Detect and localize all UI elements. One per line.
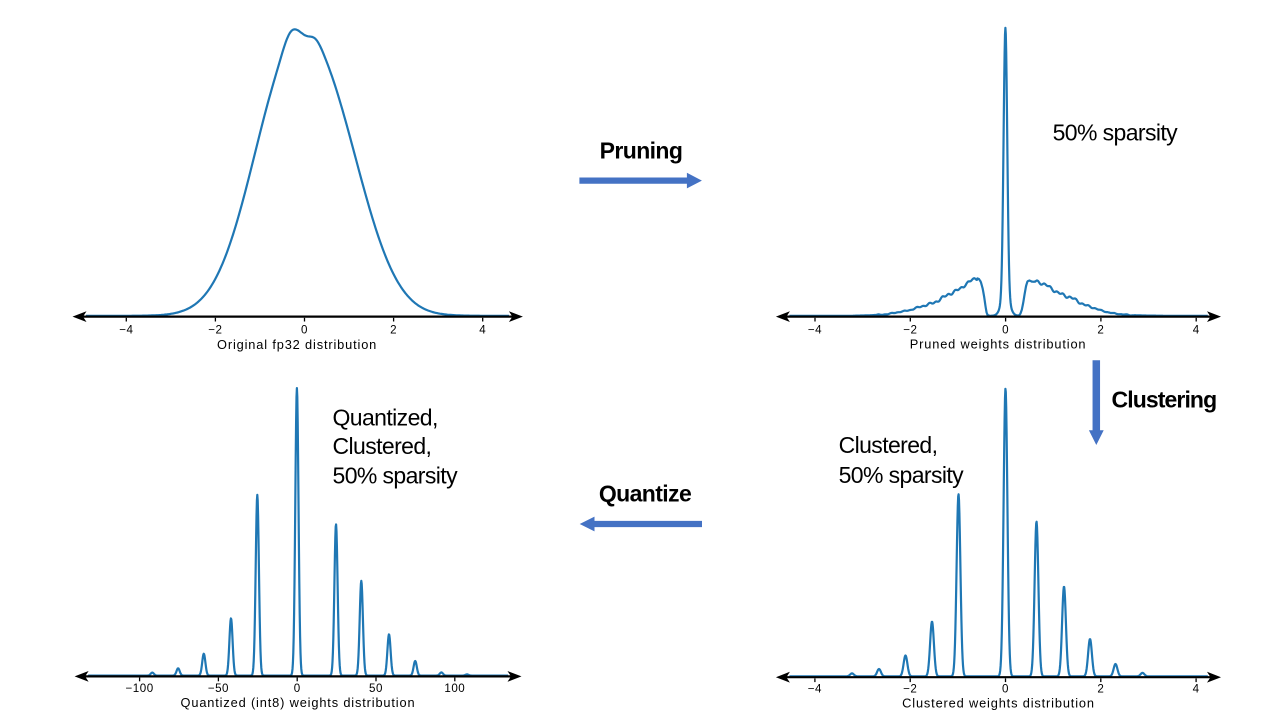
svg-text:Quantized (int8) weights distr: Quantized (int8) weights distribution (181, 695, 416, 710)
svg-text:0: 0 (294, 682, 301, 695)
svg-text:−4: −4 (119, 324, 133, 337)
svg-text:2: 2 (1097, 682, 1104, 695)
svg-text:0: 0 (1002, 682, 1009, 695)
svg-text:Original fp32 distribution: Original fp32 distribution (217, 337, 377, 352)
svg-text:4: 4 (1193, 682, 1200, 695)
svg-text:−50: −50 (208, 682, 229, 695)
svg-text:2: 2 (1097, 324, 1104, 337)
svg-text:Clustered,: Clustered, (839, 432, 938, 458)
svg-text:Pruned weights distribution: Pruned weights distribution (910, 337, 1087, 352)
svg-text:Clustering: Clustering (1112, 387, 1217, 413)
svg-text:50% sparsity: 50% sparsity (1053, 120, 1179, 146)
svg-text:−2: −2 (208, 324, 222, 337)
svg-text:0: 0 (1002, 324, 1009, 337)
svg-text:−100: −100 (126, 682, 154, 695)
svg-text:−4: −4 (808, 324, 822, 337)
svg-text:2: 2 (390, 324, 397, 337)
svg-text:50: 50 (369, 682, 383, 695)
svg-text:Clustered weights distribution: Clustered weights distribution (902, 695, 1095, 710)
svg-text:−2: −2 (903, 324, 917, 337)
svg-text:100: 100 (444, 682, 465, 695)
svg-text:Clustered,: Clustered, (333, 433, 432, 459)
svg-text:50% sparsity: 50% sparsity (839, 462, 965, 488)
svg-text:0: 0 (301, 324, 308, 337)
svg-text:4: 4 (479, 324, 486, 337)
svg-text:−2: −2 (903, 682, 917, 695)
svg-text:Quantized,: Quantized, (333, 404, 438, 430)
svg-text:Quantize: Quantize (599, 481, 691, 507)
svg-text:Pruning: Pruning (600, 138, 683, 164)
svg-text:−4: −4 (808, 682, 822, 695)
svg-text:4: 4 (1193, 324, 1200, 337)
svg-text:50% sparsity: 50% sparsity (333, 462, 459, 488)
